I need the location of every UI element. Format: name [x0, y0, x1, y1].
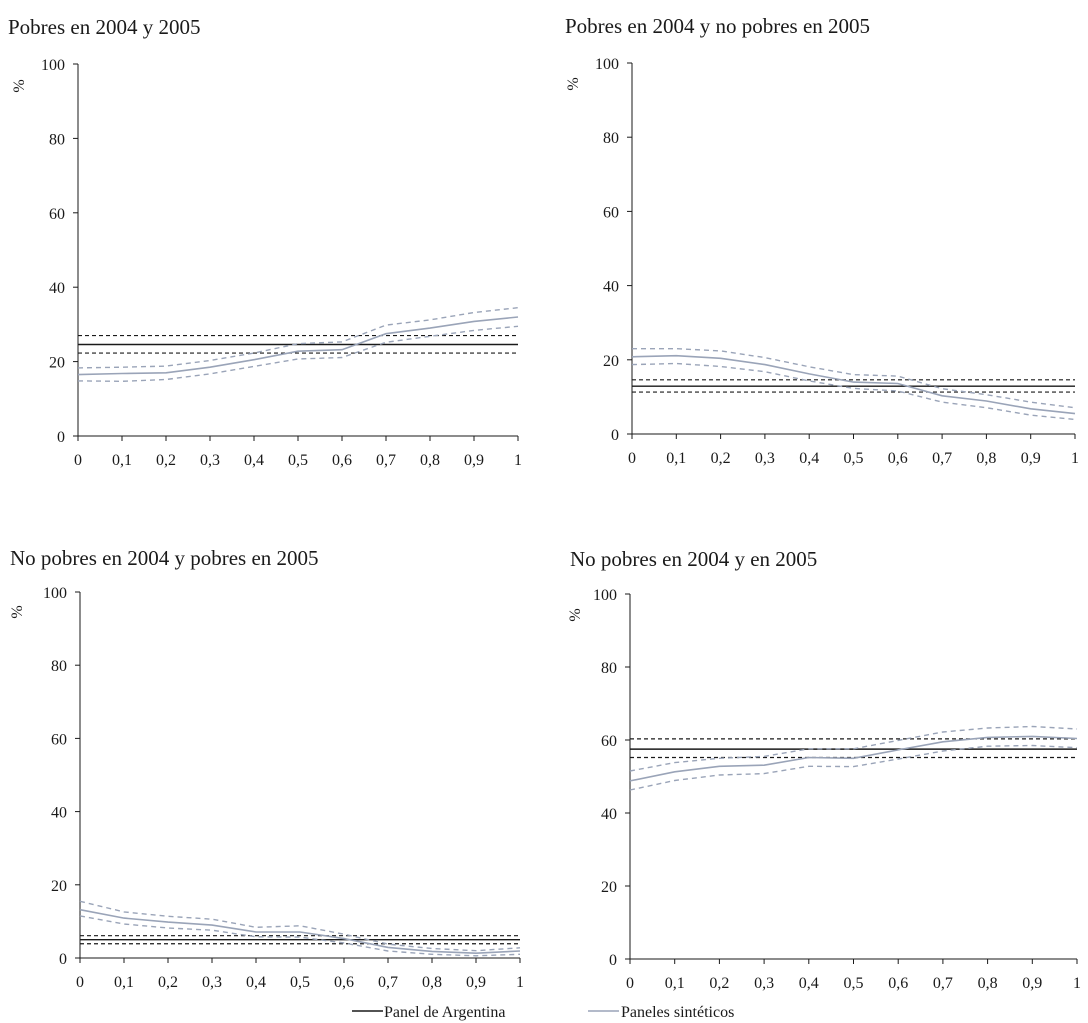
x-tick-label: 0,5: [844, 975, 864, 992]
chart-panel-4: No pobres en 2004 y en 2005%020406080100…: [567, 547, 1081, 992]
x-tick-label: 0: [626, 975, 634, 992]
synthetic-upper-band-line: [629, 725, 1078, 772]
y-tick-label: 0: [609, 952, 617, 969]
y-tick-label: 60: [603, 204, 619, 221]
x-tick-label: 0,5: [290, 974, 310, 991]
y-tick-label: 40: [51, 805, 67, 822]
x-tick-label: 0,8: [978, 975, 998, 992]
y-tick-label: 100: [595, 56, 619, 73]
x-tick-label: 0,2: [709, 975, 729, 992]
synthetic-lower-band-line: [79, 915, 521, 957]
synthetic-lower-band-line: [629, 744, 1078, 791]
y-axis-label: %: [565, 77, 582, 90]
y-tick-label: 20: [49, 355, 65, 372]
y-tick-label: 80: [603, 130, 619, 147]
x-tick-label: 0,9: [1021, 450, 1041, 467]
y-tick-label: 20: [51, 878, 67, 895]
legend-label-paneles-sinteticos: Paneles sintéticos: [621, 1004, 734, 1021]
synthetic-panel-line: [77, 316, 519, 376]
x-tick-label: 0,6: [332, 452, 352, 469]
x-tick-label: 0: [628, 450, 636, 467]
x-tick-label: 0,6: [888, 975, 908, 992]
synthetic-upper-band-line: [77, 307, 519, 369]
y-tick-label: 40: [49, 280, 65, 297]
chart-panel-1: Pobres en 2004 y 2005% 0 20 40 60 80 100 0 0,1 0,…: [8, 15, 522, 469]
x-tick-label: 0,2: [158, 974, 178, 991]
synthetic-panel-line: [79, 908, 521, 955]
y-tick-label: 0: [611, 427, 619, 444]
x-tick-label: 0,4: [799, 450, 819, 467]
x-tick-label: 0,9: [466, 974, 486, 991]
synthetic-lower-band-line: [77, 325, 519, 383]
y-tick-label: 40: [603, 279, 619, 296]
y-tick-label: 100: [43, 585, 67, 602]
x-tick-label: 0: [76, 974, 84, 991]
x-tick-label: 1: [514, 452, 522, 469]
y-tick-label: 0: [59, 951, 67, 968]
x-tick-label: 0,7: [932, 450, 952, 467]
y-tick-label: 60: [49, 206, 65, 223]
y-tick-label: 20: [603, 353, 619, 370]
y-axis-label: %: [9, 605, 26, 618]
y-tick-label: 0: [57, 429, 65, 446]
x-tick-label: 0: [74, 452, 82, 469]
x-tick-label: 0,5: [288, 452, 308, 469]
x-tick-label: 0,8: [422, 974, 442, 991]
legend: Panel de Argentina Paneles sintéticos: [352, 1004, 734, 1021]
synthetic-upper-band-line: [79, 900, 521, 952]
panel-title: Pobres en 2004 y no pobres en 2005: [565, 14, 870, 38]
y-tick-label: 40: [601, 806, 617, 823]
x-tick-label: 1: [1073, 975, 1081, 992]
y-tick-label: 80: [601, 660, 617, 677]
y-tick-label: 80: [49, 131, 65, 148]
x-tick-label: 0,6: [888, 450, 908, 467]
x-tick-label: 0,4: [799, 975, 819, 992]
chart-panel-3: No pobres en 2004 y pobres en 2005% 0 20 40…: [9, 546, 524, 991]
synthetic-upper-band-line: [632, 348, 1076, 409]
x-tick-label: 0,3: [200, 452, 220, 469]
x-tick-label: 0,1: [666, 450, 686, 467]
legend-label-panel-argentina: Panel de Argentina: [384, 1004, 505, 1021]
x-tick-label: 0,7: [378, 974, 398, 991]
y-tick-label: 60: [51, 731, 67, 748]
x-tick-label: 0,8: [420, 452, 440, 469]
chart-panel-2: Pobres en 2004 y no pobres en 2005% 0 20 40…: [565, 14, 1079, 467]
panel-title: Pobres en 2004 y 2005: [8, 15, 201, 39]
x-tick-label: 0,8: [976, 450, 996, 467]
x-tick-label: 0,3: [202, 974, 222, 991]
x-tick-label: 0,3: [754, 975, 774, 992]
synthetic-panel-line: [631, 354, 1076, 415]
x-tick-label: 0,9: [1022, 975, 1042, 992]
synthetic-lower-band-line: [631, 362, 1076, 421]
y-axis-label: %: [567, 608, 584, 621]
x-tick-label: 1: [1071, 450, 1079, 467]
panel-title: No pobres en 2004 y pobres en 2005: [10, 546, 319, 570]
x-tick-label: 0,1: [665, 975, 685, 992]
y-tick-label: 100: [41, 57, 65, 74]
x-tick-label: 0,5: [844, 450, 864, 467]
x-tick-label: 0,7: [376, 452, 396, 469]
x-tick-label: 0,6: [334, 974, 354, 991]
y-axis-label: %: [11, 79, 28, 92]
y-tick-label: 20: [601, 879, 617, 896]
y-tick-label: 60: [601, 733, 617, 750]
x-tick-label: 0,4: [246, 974, 266, 991]
x-tick-label: 0,2: [711, 450, 731, 467]
x-tick-label: 0,3: [755, 450, 775, 467]
x-tick-label: 0,2: [156, 452, 176, 469]
x-tick-label: 0,1: [112, 452, 132, 469]
x-tick-label: 1: [516, 974, 524, 991]
synthetic-panel-line: [629, 735, 1078, 782]
x-tick-label: 0,1: [114, 974, 134, 991]
x-tick-label: 0,9: [464, 452, 484, 469]
panel-title: No pobres en 2004 y en 2005: [570, 547, 817, 571]
y-tick-label: 100: [593, 587, 617, 604]
y-tick-label: 80: [51, 658, 67, 675]
x-tick-label: 0,4: [244, 452, 264, 469]
x-tick-label: 0,7: [933, 975, 953, 992]
